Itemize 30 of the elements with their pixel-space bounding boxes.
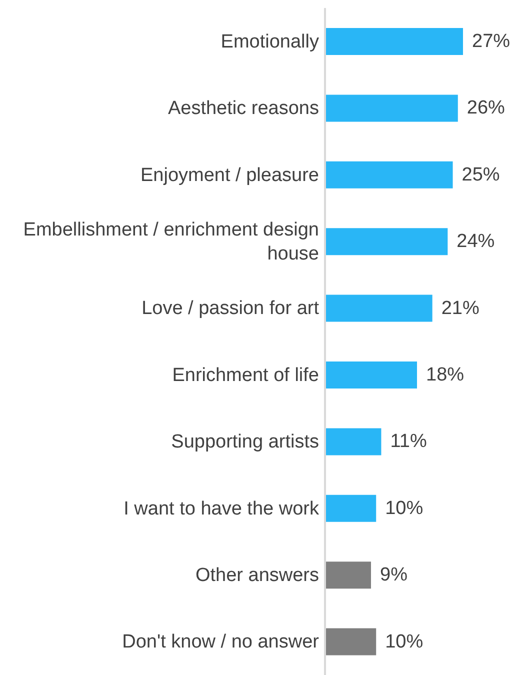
data-label: 9% [380,564,408,586]
data-label: 10% [385,631,424,652]
y-tick-label: Aesthetic reasons [168,98,319,119]
y-tick-label: Emotionally [220,30,320,52]
y-tick-label: Other answers [195,564,319,586]
y-tick-label: Embellishment / enrichment design house [23,218,319,264]
data-label: 26% [466,98,506,119]
y-tick-label: Enjoyment / pleasure [140,164,319,186]
y-tick-label: Don't know / no answer [122,631,320,652]
bar [325,428,382,456]
data-label: 24% [456,231,495,252]
data-label: 25% [462,164,500,186]
bar [325,562,371,589]
bar [325,28,463,55]
data-label: 18% [426,364,464,386]
y-tick-label: Love / passion for art [142,298,320,319]
data-label: 11% [390,431,427,452]
bar [325,228,448,256]
y-tick-label: Supporting artists [171,431,319,452]
bar [325,94,458,122]
bar [325,362,417,388]
data-label: 27% [472,31,510,52]
bar [325,161,453,188]
y-tick-label: I want to have the work [124,498,320,519]
data-label: 10% [385,498,424,519]
data-label: 21% [441,298,480,319]
y-tick-label: Enrichment of life [172,364,319,386]
bar [325,628,376,656]
bar [325,294,432,322]
bar [325,494,376,522]
